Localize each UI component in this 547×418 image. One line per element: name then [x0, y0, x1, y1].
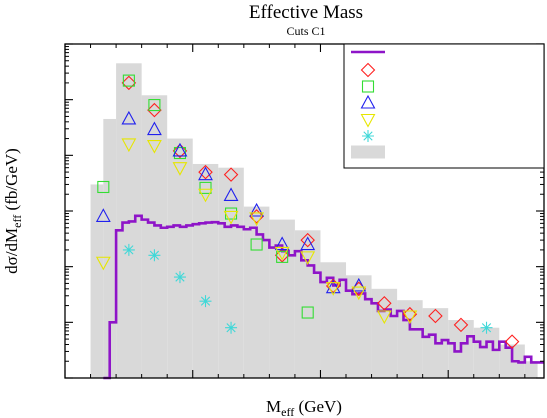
- marker-series-0: [198, 164, 213, 180]
- background-bin: [141, 95, 168, 378]
- marker-series-0: [300, 232, 315, 248]
- marker-series-2: [249, 202, 265, 217]
- legend: [343, 43, 545, 169]
- legend-marker-1: [361, 80, 375, 93]
- background-bin: [167, 138, 193, 378]
- marker-series-3: [274, 246, 290, 261]
- marker-series-0: [428, 308, 443, 324]
- chart-title: Effective Mass: [249, 2, 363, 23]
- marker-series-2: [146, 121, 162, 136]
- y-axis-label: dσ/dMeff (fb/GeV): [2, 148, 24, 274]
- marker-series-0: [121, 75, 137, 91]
- marker-series-2: [325, 279, 341, 294]
- marker-series-0: [147, 102, 162, 118]
- marker-series-3: [198, 188, 213, 203]
- signal-histogram: [103, 214, 544, 380]
- marker-series-1: [301, 306, 314, 319]
- marker-series-0: [504, 334, 520, 349]
- data-markers: [95, 74, 520, 349]
- marker-series-4: [480, 321, 493, 334]
- marker-series-1: [199, 181, 212, 194]
- marker-series-1: [122, 74, 135, 87]
- marker-series-4: [122, 243, 135, 256]
- marker-series-1: [97, 180, 110, 194]
- marker-series-4: [173, 271, 186, 284]
- marker-series-2: [198, 166, 213, 181]
- x-axis-label: Meff (GeV): [266, 397, 342, 418]
- marker-series-0: [377, 295, 392, 311]
- marker-series-2: [95, 208, 111, 222]
- marker-series-1: [276, 250, 289, 263]
- marker-series-0: [223, 167, 239, 182]
- marker-series-3: [249, 212, 265, 227]
- background-bin: [269, 219, 295, 378]
- legend-marker-3: [360, 113, 376, 128]
- marker-series-1: [250, 238, 263, 251]
- marker-series-2: [274, 236, 290, 251]
- marker-series-3: [121, 138, 137, 153]
- marker-series-2: [300, 236, 316, 251]
- legend-marker-2: [360, 94, 376, 109]
- marker-series-3: [172, 162, 188, 176]
- background-histogram: [90, 63, 538, 379]
- marker-series-2: [121, 110, 137, 125]
- legend-marker-4: [362, 130, 374, 142]
- marker-series-3: [351, 286, 367, 301]
- marker-series-3: [95, 256, 111, 271]
- marker-series-3: [223, 210, 239, 225]
- chart-subtitle: Cuts C1: [286, 24, 325, 38]
- marker-series-0: [453, 317, 469, 333]
- background-bin: [524, 361, 538, 378]
- background-bin: [397, 300, 423, 378]
- signal-line: [103, 214, 544, 380]
- marker-series-1: [148, 99, 161, 112]
- background-bin: [473, 327, 500, 378]
- marker-series-4: [225, 321, 238, 334]
- background-bin: [294, 230, 321, 378]
- axes: [64, 43, 545, 379]
- marker-series-3: [376, 310, 392, 325]
- marker-series-3: [146, 139, 162, 154]
- marker-series-2: [172, 142, 188, 157]
- marker-series-4: [199, 295, 212, 308]
- marker-series-0: [172, 143, 188, 159]
- marker-series-4: [148, 249, 161, 262]
- background-bin: [218, 167, 244, 378]
- marker-series-3: [325, 282, 341, 296]
- background-bin: [103, 118, 117, 379]
- legend-marker-0: [360, 62, 376, 78]
- marker-series-3: [402, 310, 418, 325]
- marker-series-2: [351, 277, 367, 292]
- marker-series-0: [249, 209, 264, 224]
- legend-background-swatch: [351, 145, 385, 159]
- marker-series-2: [223, 187, 239, 202]
- marker-series-3: [300, 251, 316, 266]
- marker-series-0: [402, 306, 418, 322]
- background-bin: [90, 184, 104, 378]
- marker-series-0: [274, 248, 290, 263]
- background-bin: [192, 163, 219, 378]
